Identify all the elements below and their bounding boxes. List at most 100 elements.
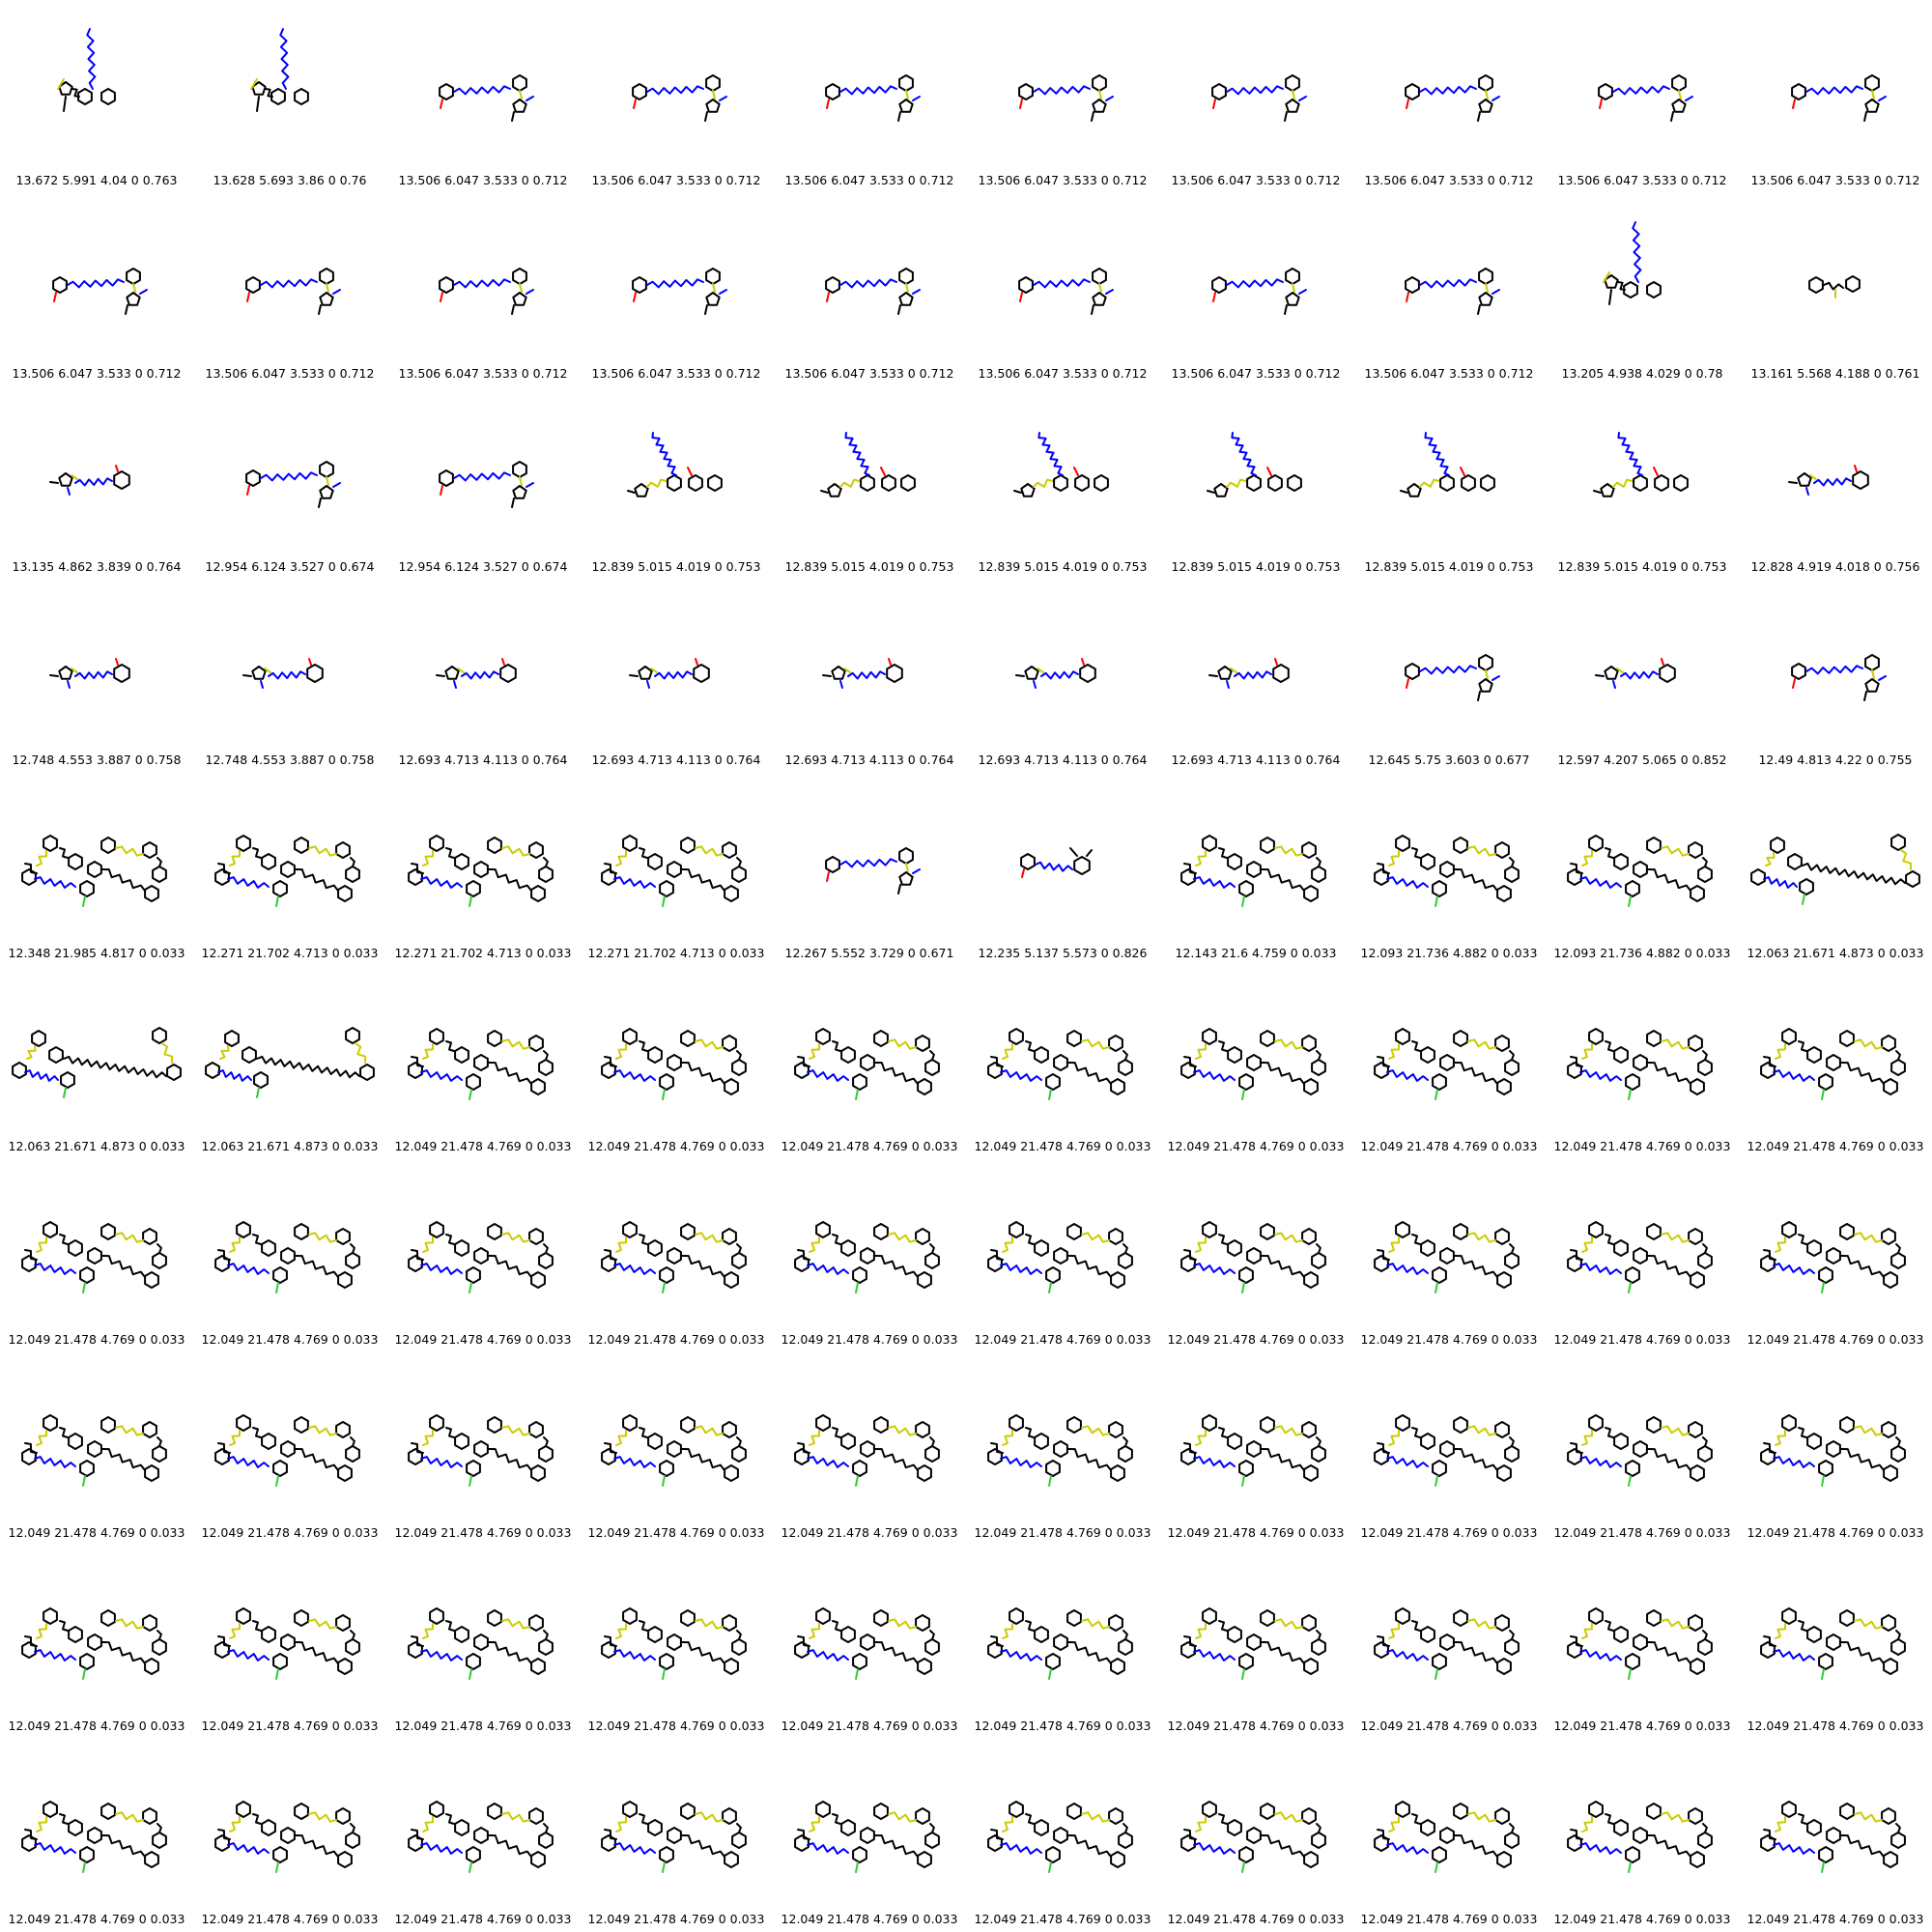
molecule-structure xyxy=(601,1801,747,1873)
benzene-ring xyxy=(1053,474,1068,492)
azo-chain xyxy=(646,278,704,289)
azo-chain xyxy=(1386,1842,1429,1855)
benzene-ring xyxy=(1808,276,1824,294)
sulfur-chain xyxy=(1661,1811,1690,1823)
bond-chain xyxy=(604,1249,617,1261)
benzene-ring xyxy=(1301,1807,1317,1825)
bond-chain xyxy=(1570,1829,1583,1840)
oxygen-bond xyxy=(888,658,892,666)
benzene-ring xyxy=(245,469,261,487)
thiophene-ring xyxy=(444,666,460,680)
benzene-ring xyxy=(1301,1421,1317,1438)
azo-chain xyxy=(1579,1263,1622,1275)
molecule-structure xyxy=(214,1607,360,1680)
sulfur-chain xyxy=(1388,850,1400,867)
benzene-ring xyxy=(860,1634,875,1651)
bond-chain xyxy=(639,1234,648,1245)
halogen-bond xyxy=(1821,1475,1825,1487)
score-caption: 12.049 21.478 4.769 0 0.033 xyxy=(1553,1912,1731,1926)
molecule-structure xyxy=(1013,432,1109,497)
benzene-ring xyxy=(21,1255,37,1272)
molecule-cell: 12.693 4.713 4.113 0 0.764 xyxy=(773,580,966,773)
benzene-ring xyxy=(680,837,696,854)
azo-chain xyxy=(1033,278,1091,289)
halogen-bond xyxy=(275,1475,279,1487)
thiophene-ring xyxy=(1604,666,1619,680)
bond-chain xyxy=(488,1255,532,1278)
sulfur-chain xyxy=(695,1232,724,1243)
sulfur-chain xyxy=(1581,850,1593,867)
bond xyxy=(1595,674,1605,677)
nitrile-bond xyxy=(912,96,921,101)
bond-chain xyxy=(1218,1427,1228,1438)
thiophene-ring xyxy=(1092,292,1107,306)
benzene-ring xyxy=(113,470,130,490)
benzene-ring xyxy=(1453,1030,1468,1047)
benzene-ring xyxy=(1311,1445,1326,1463)
molecule-structure xyxy=(12,1027,182,1098)
benzene-ring xyxy=(667,1247,682,1264)
score-caption: 12.049 21.478 4.769 0 0.033 xyxy=(587,1719,765,1733)
bond-chain xyxy=(411,1635,424,1647)
bond-chain xyxy=(639,1040,648,1052)
benzene-ring xyxy=(1818,1073,1833,1091)
benzene-ring xyxy=(794,1448,810,1465)
benzene-ring xyxy=(1690,1464,1705,1482)
bond-chain xyxy=(639,1620,648,1632)
benzene-ring xyxy=(113,664,130,683)
molecule-cell: 12.049 21.478 4.769 0 0.033 xyxy=(1546,1739,1739,1932)
oxygen-bond xyxy=(1792,99,1796,109)
score-caption: 12.693 4.713 4.113 0 0.764 xyxy=(398,753,568,767)
molecule-cell: 13.628 5.693 3.86 0 0.76 xyxy=(193,0,386,193)
molecule-cell: 13.672 5.991 4.04 0 0.763 xyxy=(0,0,193,193)
benzene-ring xyxy=(1092,74,1107,92)
halogen-bond xyxy=(1048,1861,1052,1873)
nitrile-bond xyxy=(453,680,457,689)
benzene-ring xyxy=(1053,1634,1068,1651)
bond-chain xyxy=(543,1243,549,1254)
sulfur-chain xyxy=(1467,845,1496,857)
bond-chain xyxy=(445,1234,455,1245)
benzene-ring xyxy=(473,1247,489,1264)
benzene-ring xyxy=(881,474,896,492)
azo-chain xyxy=(1386,1069,1429,1082)
bond-chain xyxy=(1377,1829,1390,1840)
benzene-ring xyxy=(1504,1059,1520,1076)
benzene-ring xyxy=(236,1801,251,1818)
score-caption: 12.049 21.478 4.769 0 0.033 xyxy=(8,1719,185,1733)
benzene-ring xyxy=(272,1846,288,1863)
score-caption: 13.628 5.693 3.86 0 0.76 xyxy=(213,173,367,187)
score-caption: 12.049 21.478 4.769 0 0.033 xyxy=(1167,1719,1345,1733)
score-caption: 12.839 5.015 4.019 0 0.753 xyxy=(1364,559,1534,574)
molecule-structure xyxy=(1374,1414,1520,1487)
molecule-structure xyxy=(1808,275,1861,298)
bond-chain xyxy=(1316,1436,1321,1447)
score-caption: 12.839 5.015 4.019 0 0.753 xyxy=(1171,559,1341,574)
benzene-ring xyxy=(1238,1653,1254,1670)
benzene-ring xyxy=(1246,1827,1262,1844)
benzene-ring xyxy=(79,1653,95,1670)
benzene-ring xyxy=(1374,1448,1389,1465)
molecule-structure xyxy=(1567,1607,1713,1680)
sulfur-chain xyxy=(1467,1425,1496,1436)
benzene-ring xyxy=(724,1851,739,1868)
bond-chain xyxy=(929,1436,935,1447)
score-caption: 13.135 4.862 3.839 0 0.764 xyxy=(12,559,182,574)
sulfur-chain xyxy=(615,1816,627,1833)
benzene-ring xyxy=(466,1846,481,1863)
benzene-ring xyxy=(1311,866,1326,883)
score-caption: 12.828 4.919 4.018 0 0.756 xyxy=(1750,559,1920,574)
molecule-cell: 12.348 21.985 4.817 0 0.033 xyxy=(0,773,193,966)
benzene-ring xyxy=(1395,1221,1410,1238)
benzene-ring xyxy=(987,1641,1003,1659)
benzene-ring xyxy=(272,1460,288,1477)
benzene-ring xyxy=(1180,1255,1196,1272)
benzene-ring xyxy=(724,1464,739,1482)
bond-chain xyxy=(1570,1249,1583,1261)
benzene-ring xyxy=(873,1416,889,1434)
benzene-ring xyxy=(1453,837,1468,854)
benzene-ring xyxy=(473,861,489,878)
benzene-ring xyxy=(487,837,502,854)
benzene-ring xyxy=(1818,1266,1833,1284)
bond-chain xyxy=(1798,1620,1807,1632)
